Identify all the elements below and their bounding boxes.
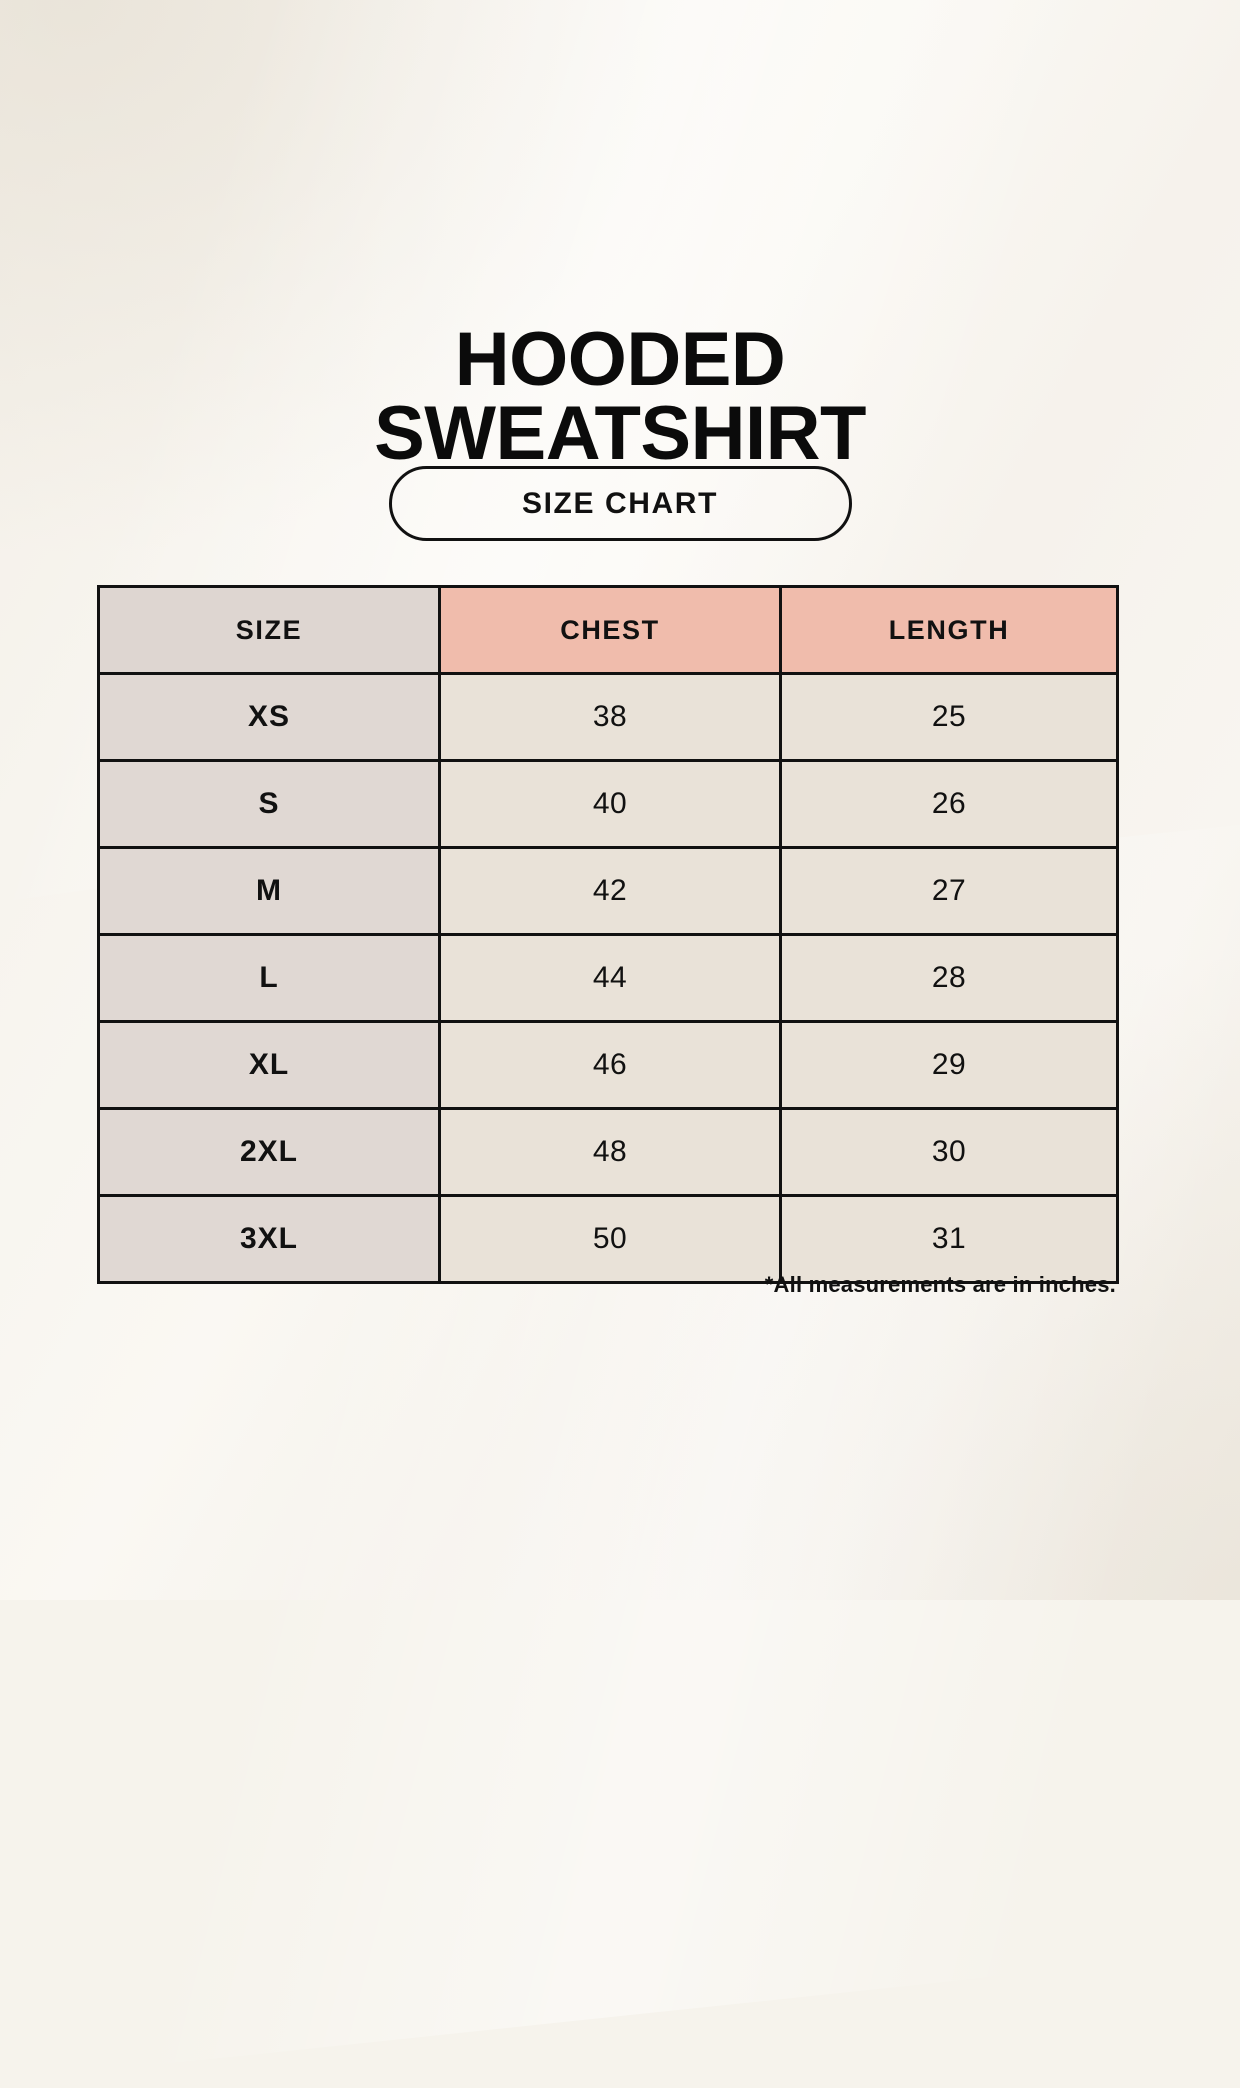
size-chart-table: SIZE CHEST LENGTH XS 38 25 S 40 26 M 42 … [97,585,1119,1284]
column-header-size: SIZE [97,585,441,675]
measurement-units-note: *All measurements are in inches. [764,1272,1116,1297]
size-chart-table-head: SIZE CHEST LENGTH [97,585,1119,675]
cell-chest: 50 [438,1194,782,1284]
table-row: XS 38 25 [97,672,1119,762]
cell-size: S [97,759,441,849]
column-header-length: LENGTH [779,585,1119,675]
page-title: HOODED SWEATSHIRT [0,316,1240,476]
size-chart-badge-wrapper: SIZE CHART [0,466,1240,541]
table-row: 2XL 48 30 [97,1107,1119,1197]
cell-chest: 48 [438,1107,782,1197]
cell-chest: 42 [438,846,782,936]
cell-size: 2XL [97,1107,441,1197]
size-chart-badge: SIZE CHART [388,466,852,541]
cell-size: M [97,846,441,936]
cell-size: L [97,933,441,1023]
size-chart-table-body: XS 38 25 S 40 26 M 42 27 L 44 28 XL 46 [97,672,1119,1284]
size-chart-badge-label: SIZE CHART [522,486,718,520]
cell-length: 26 [779,759,1119,849]
table-row: S 40 26 [97,759,1119,849]
column-header-chest: CHEST [438,585,782,675]
page-title-line-1: HOODED [454,316,786,402]
table-row: L 44 28 [97,933,1119,1023]
table-row: M 42 27 [97,846,1119,936]
cell-length: 28 [779,933,1119,1023]
table-header-row: SIZE CHEST LENGTH [97,585,1119,675]
table-row: 3XL 50 31 [97,1194,1119,1284]
cell-chest: 40 [438,759,782,849]
cell-size: XL [97,1020,441,1110]
cell-length: 31 [779,1194,1119,1284]
cell-size: XS [97,672,441,762]
cell-size: 3XL [97,1194,441,1284]
page-title-line-2: SWEATSHIRT [374,390,866,476]
cell-length: 29 [779,1020,1119,1110]
cell-length: 25 [779,672,1119,762]
cell-chest: 38 [438,672,782,762]
cell-chest: 46 [438,1020,782,1110]
cell-length: 27 [779,846,1119,936]
cell-chest: 44 [438,933,782,1023]
table-row: XL 46 29 [97,1020,1119,1110]
cell-length: 30 [779,1107,1119,1197]
